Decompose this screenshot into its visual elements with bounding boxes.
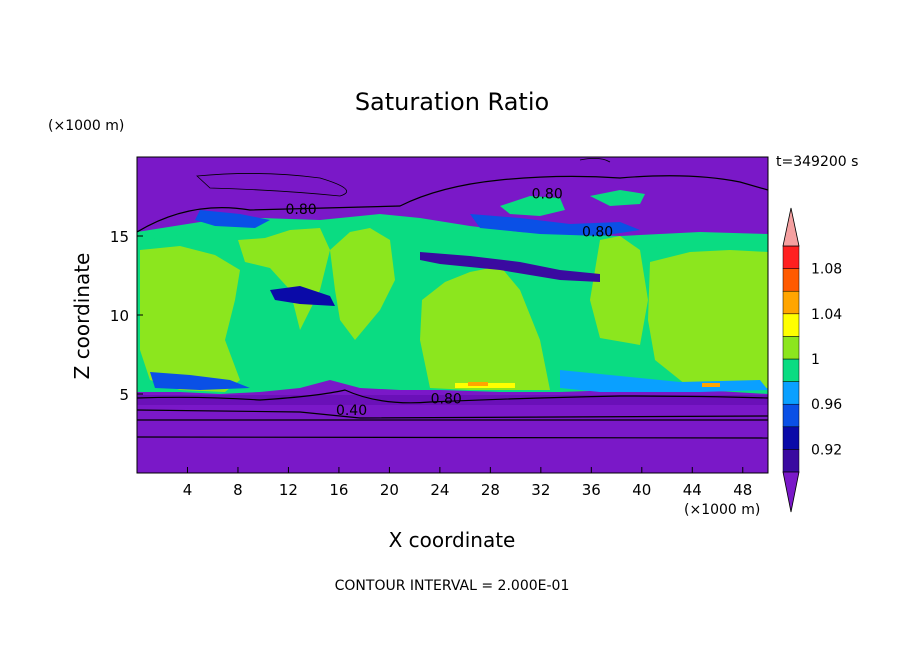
contour-interval-note: CONTOUR INTERVAL = 2.000E-01 (334, 578, 570, 594)
colorbar-segment (782, 381, 800, 405)
x-tick-label: 20 (380, 481, 399, 499)
colorbar-tick-label: 0.92 (811, 442, 842, 458)
x-tick-label: 28 (481, 481, 500, 499)
contour-label: 0.80 (285, 202, 316, 218)
blue-streak-3 (195, 210, 270, 228)
x-axis-ticks: 4 8 12 16 20 24 28 32 36 40 44 48 (183, 467, 752, 499)
y-tick-label: 15 (110, 228, 129, 246)
x-unit-label: (×1000 m) (684, 502, 761, 518)
blue-streak-4 (150, 372, 250, 390)
colorbar: 0.92 0.96 1 1.04 1.08 (782, 207, 842, 513)
colorbar-segment (782, 403, 800, 428)
y-axis-ticks: 5 10 15 (110, 228, 143, 404)
lime-patch-5 (590, 236, 648, 345)
blue-streak-1 (270, 286, 335, 306)
contour-label: 0.80 (431, 392, 462, 408)
upper-cloud-1 (500, 196, 565, 216)
x-tick-label: 24 (430, 481, 449, 499)
x-tick-label: 16 (329, 481, 348, 499)
contour-label: 0.40 (336, 403, 367, 419)
upper-cloud-2 (590, 190, 645, 206)
colorbar-tick-label: 1.08 (811, 262, 842, 278)
lime-patch-1 (140, 246, 240, 392)
y-tick-label: 10 (110, 307, 129, 325)
lime-patch-2 (238, 228, 330, 330)
colorbar-segment (782, 336, 800, 360)
colorbar-under-arrow (782, 471, 800, 513)
contour-label: 0.80 (582, 224, 613, 240)
blue-streak-2 (420, 252, 600, 282)
contour-lines (137, 158, 768, 439)
x-axis-label: X coordinate (388, 528, 516, 552)
colorbar-segment (782, 268, 800, 292)
warm-spot-2 (468, 382, 488, 386)
upper-cloud-3 (470, 214, 640, 236)
colorbar-tick-label: 0.96 (811, 397, 842, 413)
colorbar-segment (782, 290, 800, 315)
contour-labels: 0.80 0.80 0.80 0.40 0.80 (285, 186, 613, 418)
x-tick-label: 4 (183, 481, 193, 499)
x-tick-label: 48 (733, 481, 752, 499)
x-tick-label: 8 (233, 481, 243, 499)
colorbar-segment (782, 449, 800, 473)
colorbar-segment (782, 358, 800, 382)
x-tick-label: 40 (632, 481, 651, 499)
contour-fill (137, 190, 768, 405)
colorbar-segment (782, 313, 800, 337)
x-tick-label: 32 (531, 481, 550, 499)
colorbar-segment (782, 245, 800, 269)
colorbar-tick-label: 1.04 (811, 307, 842, 323)
warm-spot-3 (702, 383, 720, 387)
chart-title: Saturation Ratio (354, 88, 550, 116)
y-tick-label: 5 (119, 386, 129, 404)
colorbar-segment (782, 426, 800, 450)
time-label: t=349200 s (776, 154, 859, 170)
x-tick-label: 12 (279, 481, 298, 499)
colorbar-over-arrow (782, 207, 800, 247)
lime-patch-6 (648, 250, 768, 388)
lime-patch-3 (330, 228, 395, 340)
contour-label: 0.80 (532, 186, 563, 202)
x-tick-label: 36 (582, 481, 601, 499)
colorbar-tick-label: 1 (811, 352, 820, 368)
y-unit-label: (×1000 m) (48, 118, 125, 134)
lime-patch-4 (420, 266, 550, 390)
y-axis-label: Z coordinate (70, 252, 94, 380)
x-tick-label: 44 (683, 481, 702, 499)
